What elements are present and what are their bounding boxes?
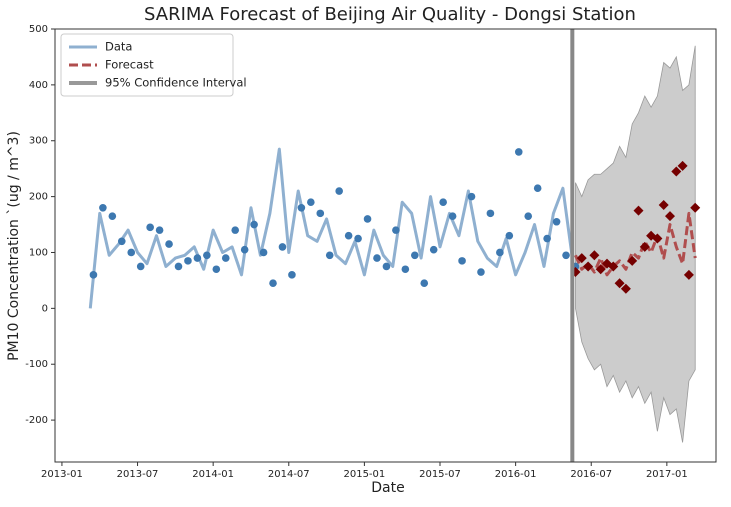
point	[552, 217, 561, 226]
point	[533, 184, 542, 193]
legend-label: Data	[105, 40, 132, 54]
point	[458, 257, 466, 265]
point	[562, 251, 570, 260]
plot-frame	[54, 28, 717, 463]
x-tick-label: 2014-01	[192, 469, 234, 480]
point	[165, 240, 173, 248]
series-line	[88, 147, 574, 309]
legend-label: Forecast	[105, 58, 154, 72]
diamond-point	[583, 261, 594, 272]
point	[344, 231, 353, 240]
confidence-band	[575, 45, 696, 443]
point	[448, 212, 457, 220]
point	[193, 254, 202, 262]
chart-title: SARIMA Forecast of Beijing Air Quality -…	[144, 4, 636, 25]
point	[411, 251, 419, 260]
diamond-point	[690, 202, 701, 213]
point	[420, 279, 429, 288]
point	[467, 192, 476, 201]
point	[382, 262, 391, 271]
x-tick-label: 2013-01	[41, 469, 83, 480]
point	[439, 198, 447, 206]
point	[505, 231, 514, 240]
point	[316, 209, 325, 218]
point	[259, 248, 268, 257]
point	[146, 223, 154, 232]
point	[250, 220, 258, 229]
y-tick-label: 200	[29, 192, 48, 203]
point	[363, 215, 372, 223]
y-tick-label: 500	[29, 24, 48, 35]
point	[136, 262, 145, 271]
point	[89, 271, 98, 279]
diamond-point	[620, 283, 631, 294]
point	[184, 257, 192, 265]
diamond-point	[652, 233, 663, 244]
point	[240, 245, 249, 254]
point	[288, 271, 296, 279]
y-axis-label: PM10 Concentration `(ug / m^3)	[6, 131, 22, 361]
point	[486, 209, 495, 218]
point	[221, 254, 230, 262]
point	[297, 203, 306, 212]
diamond-point	[658, 199, 669, 210]
point	[278, 243, 287, 251]
point	[307, 198, 315, 206]
point	[203, 251, 211, 260]
series-line	[574, 211, 697, 277]
point	[543, 234, 551, 243]
point	[127, 248, 136, 257]
x-tick-label: 2013-07	[117, 469, 159, 480]
point	[108, 212, 117, 220]
point	[269, 279, 277, 288]
diamond-point	[671, 166, 682, 177]
point	[401, 265, 410, 274]
legend-label: 95% Confidence Interval	[105, 76, 247, 90]
diamond-point	[627, 255, 638, 266]
point	[514, 148, 523, 156]
diamond-point	[633, 205, 644, 216]
y-tick-label: 300	[29, 136, 48, 147]
point	[155, 226, 164, 234]
point	[524, 212, 533, 220]
point	[117, 237, 126, 246]
point	[231, 226, 240, 234]
diamond-point	[665, 211, 676, 222]
point	[335, 187, 343, 195]
point	[354, 234, 362, 243]
diamond-point	[595, 264, 606, 275]
y-tick-label: 100	[29, 247, 48, 258]
x-tick-label: 2017-01	[646, 469, 688, 480]
x-axis-label: Date	[371, 480, 404, 496]
diamond-point	[677, 160, 688, 171]
point	[429, 245, 438, 254]
point	[392, 226, 400, 234]
x-tick-label: 2015-07	[419, 469, 461, 480]
y-tick-label: -100	[25, 359, 48, 370]
point	[477, 268, 485, 276]
y-tick-label: 0	[42, 303, 48, 314]
diamond-point	[614, 278, 625, 289]
diamond-point	[589, 250, 600, 261]
y-tick-label: -200	[25, 415, 48, 426]
legend-box	[60, 33, 234, 97]
diamond-point	[608, 261, 619, 272]
point	[325, 251, 334, 260]
y-tick-label: 400	[29, 80, 48, 91]
point	[373, 254, 381, 262]
point	[212, 265, 221, 274]
diamond-point	[683, 269, 694, 280]
diamond-point	[576, 253, 587, 264]
x-tick-label: 2016-07	[570, 469, 612, 480]
plot-area	[88, 45, 701, 443]
x-tick-label: 2014-07	[268, 469, 310, 480]
point	[174, 262, 183, 271]
point	[99, 203, 107, 212]
point	[496, 248, 504, 257]
diamond-point	[639, 241, 650, 252]
x-tick-label: 2015-01	[343, 469, 385, 480]
x-tick-label: 2016-01	[495, 469, 537, 480]
